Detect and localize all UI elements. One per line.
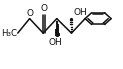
Text: OH: OH — [73, 8, 87, 17]
Text: O: O — [26, 9, 33, 18]
Text: H₃C: H₃C — [1, 29, 17, 38]
Text: OH: OH — [49, 38, 62, 47]
Text: O: O — [41, 4, 48, 13]
